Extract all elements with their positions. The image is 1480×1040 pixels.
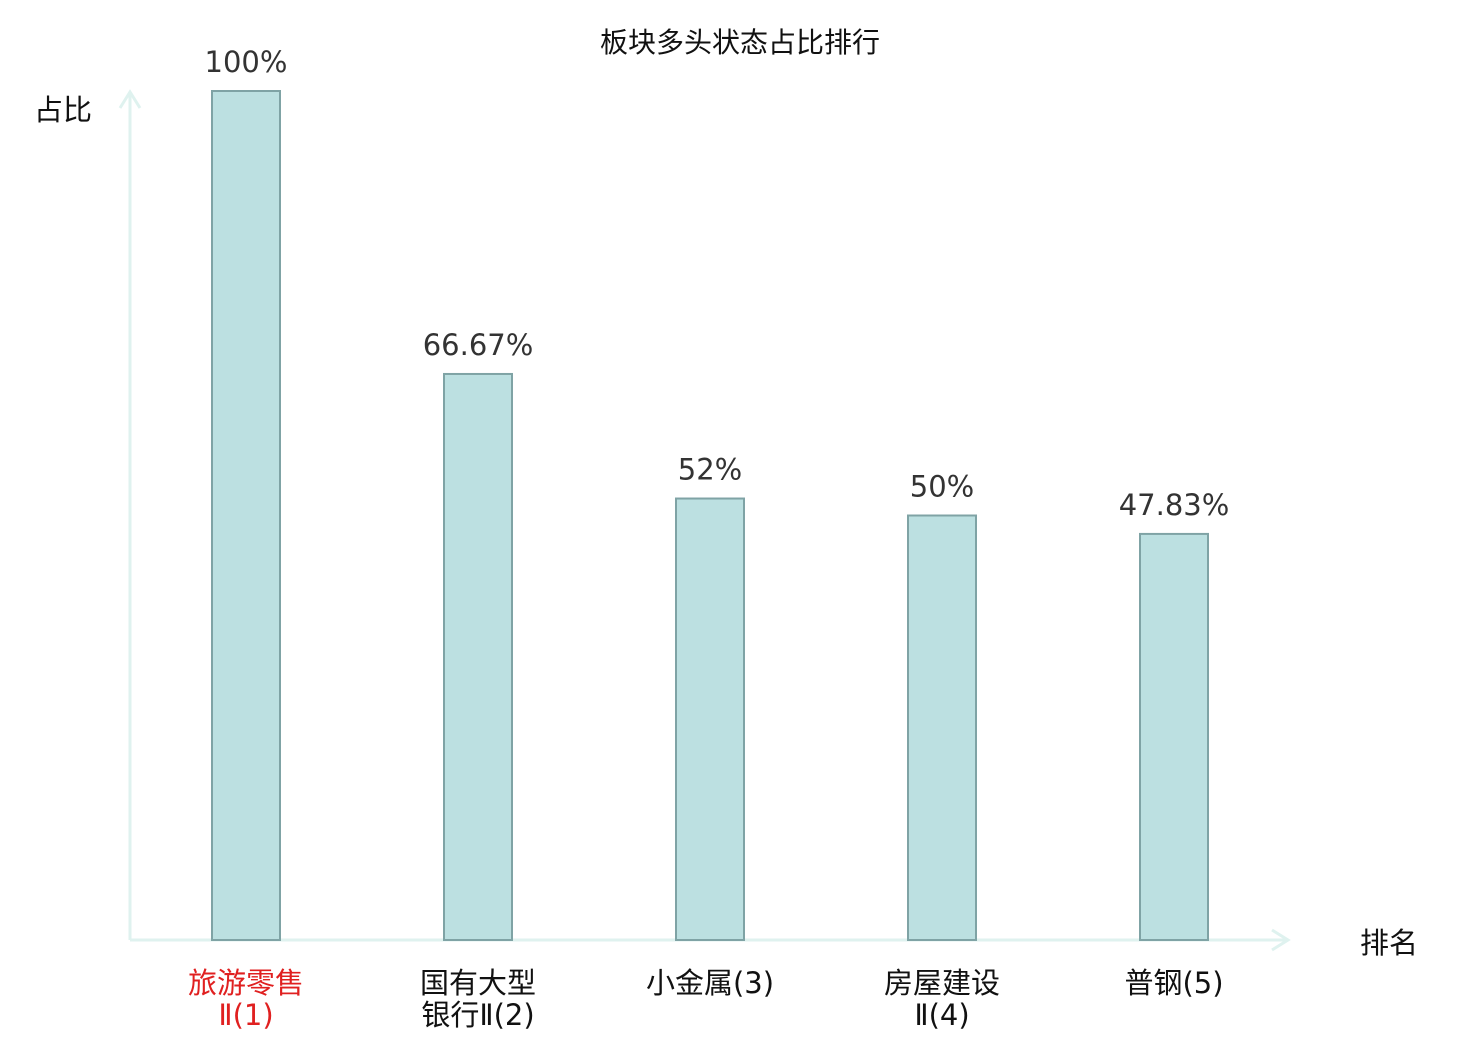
- bar: [1139, 532, 1209, 941]
- bar-value-label: 66.67%: [423, 328, 534, 362]
- category-label-line: 小金属(3): [646, 966, 774, 1000]
- category-label: 房屋建设 Ⅱ(4): [884, 966, 1000, 1032]
- category-label-line: 普钢(5): [1124, 966, 1223, 1000]
- bar-value-label: 50%: [910, 470, 974, 504]
- chart-title: 板块多头状态占比排行: [600, 26, 880, 59]
- x-axis-arrow: [1271, 928, 1291, 952]
- bar-value-label: 100%: [205, 45, 288, 79]
- bar-value-label: 52%: [678, 453, 742, 487]
- category-label: 旅游零售 Ⅱ(1): [188, 966, 304, 1032]
- category-label: 小金属(3): [646, 966, 774, 1000]
- bar-value-label: 47.83%: [1119, 488, 1230, 522]
- bar: [675, 497, 745, 941]
- value-labels: 100% 66.67% 52% 50% 47.83%: [205, 45, 1230, 522]
- bar: [211, 90, 281, 941]
- x-axis-label: 排名: [1360, 926, 1418, 960]
- category-label-line: 国有大型: [420, 966, 536, 1000]
- category-label: 国有大型银行Ⅱ(2): [420, 966, 536, 1032]
- category-label: 普钢(5): [1124, 966, 1223, 1000]
- category-label-line: Ⅱ(1): [218, 998, 273, 1032]
- y-axis-label: 占比: [34, 93, 92, 127]
- bar: [907, 514, 977, 941]
- category-label-line: 旅游零售: [188, 966, 304, 1000]
- category-label-line: 银行Ⅱ(2): [421, 998, 534, 1032]
- category-label-line: 房屋建设: [884, 966, 1000, 1000]
- y-axis-arrow: [118, 89, 142, 109]
- category-label-line: Ⅱ(4): [914, 998, 969, 1032]
- category-labels: 旅游零售 Ⅱ(1) 国有大型银行Ⅱ(2) 小金属(3) 房屋建设 Ⅱ(4) 普钢(5): [188, 966, 1224, 1032]
- bar: [443, 372, 513, 942]
- bars: [211, 90, 1209, 942]
